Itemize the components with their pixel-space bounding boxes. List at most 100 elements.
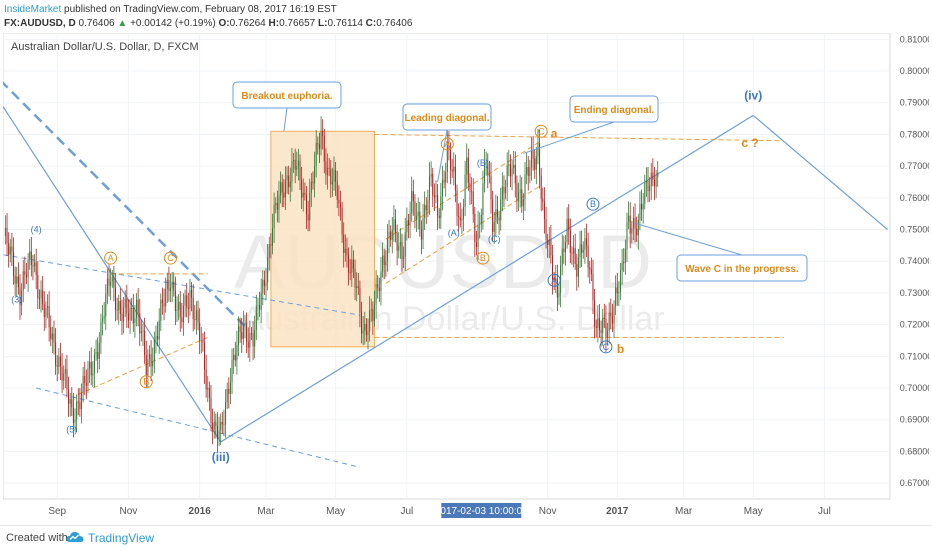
candle-body	[365, 323, 367, 336]
drawing-lines	[0, 79, 888, 468]
tradingview-brand[interactable]: TradingView	[88, 531, 155, 545]
candle-body	[184, 295, 186, 306]
candle-body	[513, 164, 515, 169]
wave-label-5: (5)	[66, 424, 77, 434]
candle-body	[422, 217, 424, 240]
candle-body	[179, 301, 181, 318]
wave-label-B-blue-ring	[586, 197, 600, 211]
callout-pointer	[283, 107, 288, 132]
candle-body	[349, 272, 351, 274]
candle-body	[229, 382, 231, 394]
candle-body	[526, 167, 528, 175]
candle-body	[360, 312, 363, 334]
candle-body	[458, 215, 460, 217]
candle-body	[433, 195, 435, 198]
candle-body	[555, 278, 557, 281]
candle-body	[137, 299, 139, 314]
callout-pointer	[634, 222, 743, 256]
time-axis[interactable]: Sep Nov 2016 Mar May Jul Nov 2017 Mar May Jul	[48, 506, 831, 517]
candle-body	[464, 174, 466, 207]
price-chart[interactable]: AUDUSD, D Australian Dollar/U.S. Dollar …	[0, 32, 932, 525]
callout-box	[232, 81, 342, 109]
candle-body	[32, 265, 34, 267]
wave-label-C-blue: C	[603, 342, 610, 352]
author-link[interactable]: InsideMarket	[4, 4, 62, 15]
candle-body	[637, 219, 639, 236]
candle-body	[220, 422, 222, 431]
candle-body	[187, 307, 189, 309]
wave-label-A-orange: A	[108, 253, 114, 263]
candle-body	[239, 326, 241, 332]
candle-body	[563, 248, 565, 253]
candle-body	[524, 174, 526, 200]
crosshair-time-label: 2017-02-03 10:00:00	[435, 506, 528, 517]
candle-body	[132, 308, 134, 324]
candle-body	[459, 216, 461, 221]
candle-body	[268, 244, 270, 258]
high-label: H:	[268, 18, 280, 29]
candle-body	[14, 275, 16, 284]
candle-body	[474, 213, 476, 243]
candle-body	[607, 330, 609, 338]
open-value: 0.76264	[229, 18, 266, 29]
candle-body	[207, 387, 209, 390]
candle-body	[509, 164, 511, 177]
candle-body	[487, 161, 489, 175]
candle-body	[77, 401, 79, 403]
candle-body	[144, 330, 146, 356]
breakout-highlight-box[interactable]	[270, 130, 375, 348]
candle-body	[189, 289, 191, 309]
wave-label-B-diag-ring	[476, 251, 490, 265]
wave-label-A-blue: A	[551, 275, 557, 285]
candle-body	[484, 163, 486, 184]
candle-body	[581, 244, 583, 253]
candle-body	[17, 276, 19, 288]
wave-label-4: (4)	[31, 225, 42, 235]
bold-dashed-downtrend	[0, 79, 248, 329]
lower-channel-line	[36, 387, 361, 468]
projection-down-line	[752, 114, 888, 231]
wave-label-A-orange-ring	[104, 251, 118, 265]
candle-body	[527, 167, 529, 177]
candle-body	[560, 265, 562, 293]
candle-body	[250, 333, 252, 335]
candle-body	[9, 246, 11, 255]
candle-body	[519, 189, 521, 194]
candle-body	[556, 278, 558, 298]
candle-body	[505, 186, 507, 194]
candle-body	[205, 369, 207, 390]
candle-body	[246, 322, 248, 342]
candle-body	[610, 313, 612, 317]
tradingview-cloud-icon[interactable]	[66, 530, 84, 544]
candle-body	[293, 159, 295, 162]
candle-body	[362, 330, 364, 334]
candle-body	[237, 326, 240, 346]
wave-label-C-blue-ring	[599, 340, 613, 354]
last-price: 0.76406	[78, 18, 115, 29]
candle-body	[558, 292, 560, 298]
candle-body	[317, 143, 319, 145]
candle-body	[213, 421, 215, 430]
candle-body	[403, 256, 405, 260]
candle-body	[592, 274, 594, 301]
chart-area[interactable]: AUDUSD, D Australian Dollar/U.S. Dollar …	[0, 32, 932, 525]
created-with-text: Created with	[6, 532, 68, 544]
candle-body	[254, 330, 256, 347]
candle-body	[61, 366, 63, 381]
candle-body	[92, 373, 94, 376]
candle-body	[482, 183, 484, 215]
candle-body	[157, 336, 159, 340]
candle-body	[477, 225, 479, 248]
candle-body	[462, 206, 465, 220]
candle-body	[587, 245, 589, 268]
footer-bar: Created with TradingView	[0, 525, 932, 551]
candle-body	[305, 194, 308, 215]
candle-body	[215, 421, 217, 426]
candle-body	[435, 195, 437, 198]
candle-body	[420, 229, 422, 240]
time-tick-label: Mar	[257, 506, 275, 517]
candle-body	[584, 238, 586, 250]
candle-body	[66, 369, 68, 390]
